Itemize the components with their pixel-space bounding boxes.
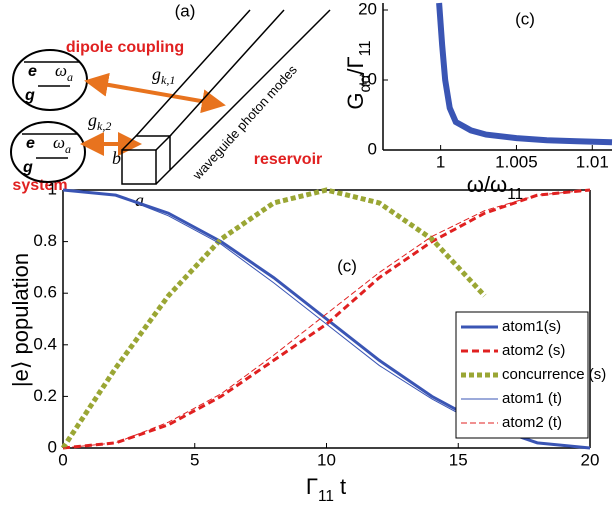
x-tick-label: 15	[449, 450, 468, 469]
legend-label: atom1 (t)	[502, 390, 562, 407]
y-tick-label: 10	[358, 69, 377, 88]
e-level: e	[26, 135, 35, 152]
g-sub: k,2	[97, 119, 111, 133]
omega: ω	[55, 61, 67, 80]
waveguide	[121, 9, 331, 185]
label-part: αα	[357, 75, 374, 93]
label-part: ω/ω	[467, 172, 507, 197]
y-tick-label: 0.2	[33, 386, 57, 405]
y-axis-label: |e⟩ population	[8, 253, 33, 387]
x-tick-label: 20	[581, 450, 600, 469]
label-part: Γ	[306, 474, 318, 499]
e-level: e	[28, 63, 37, 80]
panel-label: (a)	[175, 1, 196, 20]
x-tick-label: 5	[190, 450, 199, 469]
y-axis-label: Gαα/Γ11	[343, 40, 374, 109]
g1-label: gk,1	[152, 64, 175, 87]
label-part: 11	[318, 488, 334, 505]
x-tick-label: 1.005	[495, 152, 538, 171]
series-line	[436, 2, 613, 146]
y-tick-label: 0	[368, 139, 377, 158]
g-level: g	[22, 159, 33, 176]
legend-label: atom1(s)	[502, 318, 561, 335]
legend-label: atom2 (t)	[502, 414, 562, 431]
series-line	[62, 188, 591, 450]
y-tick-label: 0.8	[33, 231, 57, 250]
omega-label: ωa	[55, 61, 73, 84]
annotation: (c)	[337, 256, 357, 275]
omega-sub: a	[65, 142, 71, 156]
y-tick-label: 0.6	[33, 283, 57, 302]
omega: ω	[53, 133, 65, 152]
legend-label: concurrence (s)	[502, 366, 606, 383]
omega-label: ωa	[53, 133, 71, 156]
label-part: /Γ	[343, 56, 368, 74]
label-part: 11	[357, 40, 374, 56]
x-tick-label: 1	[436, 152, 445, 171]
g-sub: k,1	[161, 73, 175, 87]
g-base: g	[152, 64, 161, 84]
label-part: G	[343, 92, 368, 109]
dipole-coupling-label: dipole coupling	[66, 39, 184, 56]
x-tick-label: 0	[58, 450, 67, 469]
legend-label: atom2 (s)	[502, 342, 565, 359]
series-line	[62, 189, 591, 449]
label-part: |e⟩ population	[8, 253, 33, 387]
x-tick-label: 10	[317, 450, 336, 469]
g-level: g	[24, 87, 35, 104]
g2-label: gk,2	[88, 110, 111, 133]
y-tick-label: 0.4	[33, 334, 57, 353]
omega-sub: a	[67, 70, 73, 84]
x-axis-label: Γ11 t	[306, 474, 346, 505]
coupling-arrow	[84, 72, 226, 114]
y-tick-label: 20	[358, 0, 377, 18]
series-line	[60, 187, 487, 450]
a-label: a	[135, 190, 144, 210]
x-axis-label: ω/ω11	[467, 172, 523, 203]
y-tick-label: 0	[48, 437, 57, 456]
x-tick-label: 1.01	[576, 152, 609, 171]
label-part: t	[334, 474, 346, 499]
g-base: g	[88, 110, 97, 130]
b-label: b	[112, 148, 121, 168]
y-tick-label: 1	[48, 179, 57, 198]
reservoir-label: reservoir	[254, 151, 323, 168]
annotation: (c)	[515, 9, 535, 28]
diagram: (a) dipole coupling system reservoir e g…	[10, 1, 331, 210]
